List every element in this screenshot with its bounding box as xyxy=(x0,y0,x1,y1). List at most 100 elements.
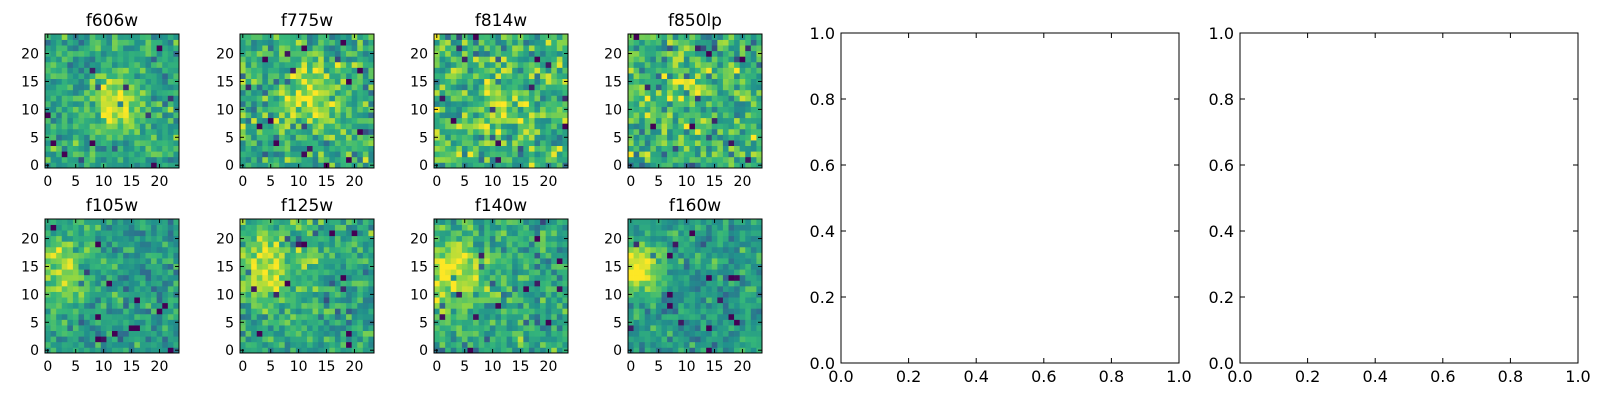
heatmap-cell xyxy=(273,246,280,253)
heatmap-cell xyxy=(106,280,113,287)
heatmap-cell xyxy=(551,145,558,152)
heatmap-cell xyxy=(739,84,746,91)
heatmap-cell xyxy=(473,106,480,113)
heatmap-cell xyxy=(512,224,519,231)
heatmap-cell xyxy=(739,230,746,237)
heatmap-cell xyxy=(756,252,763,259)
heatmap-cell xyxy=(312,39,319,46)
heatmap-cell xyxy=(100,61,107,68)
heatmap-cell xyxy=(678,319,685,326)
heatmap-cell xyxy=(117,101,124,107)
heatmap-cell xyxy=(78,73,85,80)
heatmap-cell xyxy=(61,112,68,119)
heatmap-cell xyxy=(501,269,507,276)
heatmap-cell xyxy=(756,224,763,231)
heatmap-cell xyxy=(128,56,135,63)
heatmap-cell xyxy=(284,235,291,242)
heatmap-cell xyxy=(139,134,146,141)
heatmap-cell xyxy=(106,297,113,304)
heatmap-cell xyxy=(439,128,446,135)
heatmap-cell xyxy=(461,269,468,276)
heatmap-cell xyxy=(56,341,63,348)
heatmap-cell xyxy=(56,258,63,265)
heatmap-cell xyxy=(661,61,668,68)
heatmap-cell xyxy=(61,313,68,320)
heatmap-cell xyxy=(67,286,74,292)
heatmap-cell xyxy=(639,241,646,248)
heatmap-cell xyxy=(551,263,558,270)
heatmap-cell xyxy=(495,341,502,348)
heatmap-cell xyxy=(56,302,63,309)
heatmap-cell xyxy=(728,252,735,259)
heatmap-cell xyxy=(145,286,152,292)
heatmap-cell xyxy=(528,112,535,119)
heatmap-cell xyxy=(279,263,286,270)
heatmap-cell xyxy=(750,56,757,63)
heatmap-cell xyxy=(461,325,468,332)
heatmap-cell xyxy=(639,50,646,57)
heatmap-cell xyxy=(717,241,724,248)
heatmap-cell xyxy=(706,302,713,309)
heatmap-cell xyxy=(534,319,541,326)
heatmap-cell xyxy=(61,241,68,248)
heatmap-cell xyxy=(145,45,152,52)
heatmap-cell xyxy=(689,101,696,107)
axes-frame xyxy=(1239,32,1579,364)
heatmap-cell xyxy=(290,151,297,158)
heatmap-cell xyxy=(556,297,563,304)
heatmap-cell xyxy=(279,286,286,292)
heatmap-cell xyxy=(678,84,685,91)
heatmap-cell xyxy=(340,151,347,158)
heatmap-cell xyxy=(251,286,258,292)
heatmap-cell xyxy=(534,269,541,276)
heatmap-cell xyxy=(672,140,679,147)
heatmap-cell xyxy=(633,45,640,52)
heatmap-cell xyxy=(745,156,752,163)
heatmap-cell xyxy=(562,145,569,152)
heatmap-cell xyxy=(61,258,68,265)
heatmap-cell xyxy=(683,246,690,253)
heatmap-cell xyxy=(156,39,163,46)
heatmap-cell xyxy=(639,156,646,163)
heatmap-cell xyxy=(334,336,341,343)
heatmap-cell xyxy=(262,274,269,281)
heatmap-cell xyxy=(95,39,102,46)
heatmap-cell xyxy=(346,224,353,231)
heatmap-cell xyxy=(279,156,286,163)
heatmap-cell xyxy=(473,263,480,270)
heatmap-cell xyxy=(717,106,724,113)
heatmap-cell xyxy=(445,308,452,315)
heatmap-cell xyxy=(279,50,286,57)
heatmap-cell xyxy=(290,67,297,74)
heatmap-cell xyxy=(473,269,480,276)
heatmap-cell xyxy=(501,252,507,259)
heatmap-cell xyxy=(689,78,696,85)
heatmap-cell xyxy=(717,140,724,147)
heatmap-cell xyxy=(368,123,375,130)
heatmap-cell xyxy=(67,347,74,354)
heatmap-cell xyxy=(700,95,707,102)
heatmap-cell xyxy=(523,50,530,57)
heatmap-cell xyxy=(262,297,269,304)
heatmap-cell xyxy=(501,297,507,304)
heatmap-cell xyxy=(362,50,369,57)
heatmap-cell xyxy=(706,73,713,80)
heatmap-cell xyxy=(661,269,668,276)
y-tick-label: 15 xyxy=(216,74,234,90)
heatmap-cell xyxy=(295,106,302,113)
heatmap-cell xyxy=(318,308,325,315)
heatmap-cell xyxy=(301,61,308,68)
heatmap-cell xyxy=(540,347,547,354)
heatmap-cell xyxy=(167,50,174,57)
heatmap-cell xyxy=(112,313,118,320)
heatmap-cell xyxy=(307,230,313,237)
heatmap-cell xyxy=(123,140,130,147)
heatmap-cell xyxy=(739,117,746,124)
heatmap-cell xyxy=(745,325,752,332)
heatmap-cell xyxy=(655,117,662,124)
heatmap-cell xyxy=(307,61,313,68)
heatmap-cell xyxy=(139,341,146,348)
heatmap-cell xyxy=(545,274,552,281)
heatmap-cell xyxy=(556,274,563,281)
